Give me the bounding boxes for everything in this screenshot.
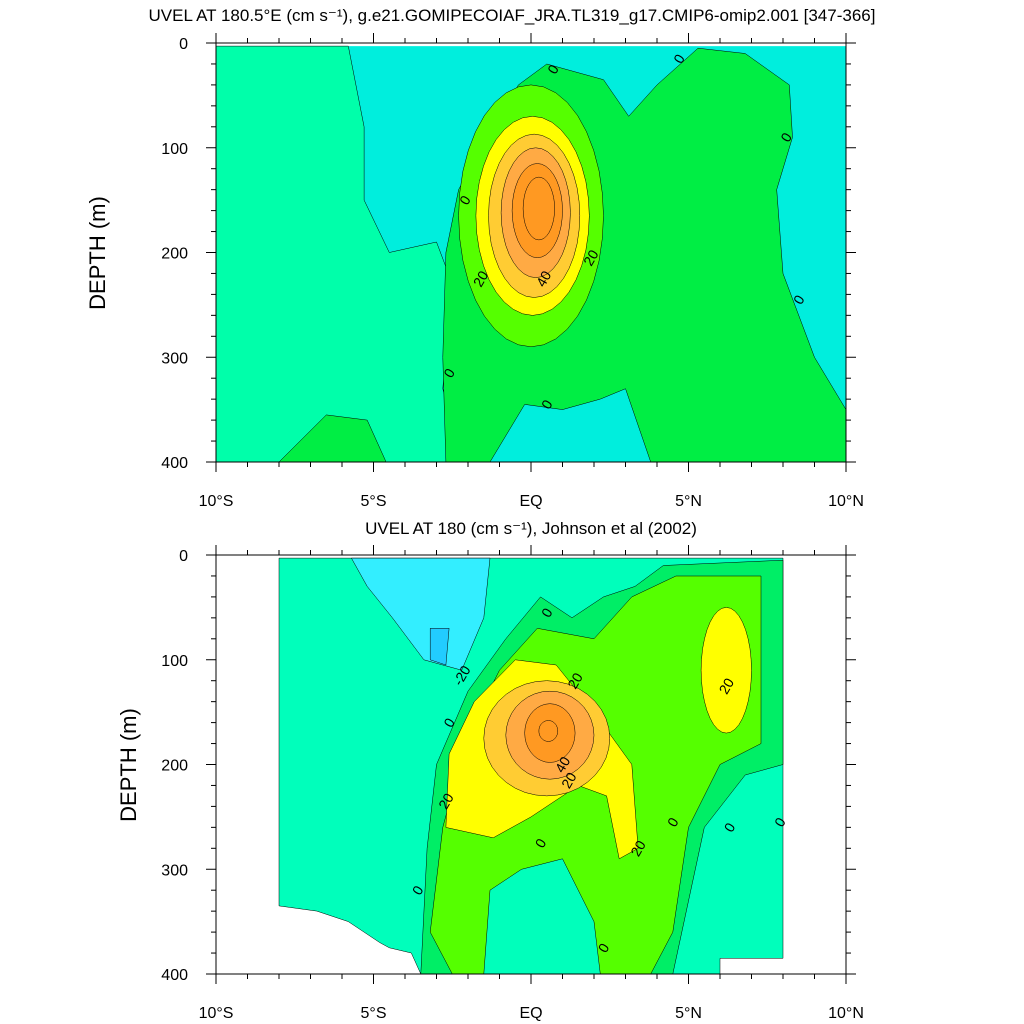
model-x-tick-label: 5°S [361,493,387,510]
model-y-tick-label: 0 [179,36,188,53]
obs-y-tick-label: 100 [161,653,188,670]
obs-y-tick-label: 400 [161,967,188,984]
obs-field-negative [350,557,491,671]
obs-contour-label: 20 [564,670,586,692]
obs-x-tick-label: 5°S [361,1005,387,1022]
obs-contour-label: 40 [552,754,574,776]
obs-y-tick-label: 300 [161,862,188,879]
obs-x-tick-label: 5°N [675,1005,702,1022]
model-y-axis-label: DEPTH (m) [85,196,110,310]
obs-contour-20-north [700,607,752,734]
obs-contour-label: 20 [435,790,457,812]
obs-contour-core [538,720,559,742]
observation-y-axis-label: DEPTH (m) [116,708,141,822]
observation-chart-title: UVEL AT 180 (cm s⁻¹), Johnson et al (200… [365,519,697,538]
obs-contour-label: 20 [715,675,737,697]
model-x-tick-label: 10°S [199,493,234,510]
model-y-tick-label: 200 [161,246,188,263]
obs-x-tick-label: 10°N [828,1005,864,1022]
obs-contour-label: 20 [627,837,649,859]
obs-x-tick-label: 10°S [199,1005,234,1022]
model-y-tick-label: 400 [161,455,188,472]
model-contour-label: 40 [533,268,555,290]
obs-x-tick-label: EQ [519,1005,542,1022]
model-panel: 0 0 0 0 20 20 40 0 0 0 10°S 5°S EQ 5°N 10°N 0 100 200 300 4… [85,6,876,510]
obs-contour-label: 20 [558,769,580,791]
obs-field-negative-core [429,628,450,666]
model-x-tick-label: 10°N [828,493,864,510]
model-y-tick-label: 300 [161,350,188,367]
model-x-tick-label: EQ [519,493,542,510]
obs-y-tick-label: 0 [179,548,188,565]
model-chart-title: UVEL AT 180.5°E (cm s⁻¹), g.e21.GOMIPECO… [148,6,876,25]
observation-panel: 0 -20 20 20 0 40 20 20 0 0 0 20 0 0 0 10°S 5°S EQ 5°N 10°N 0… [0,512,1024,1024]
model-contour-core [522,176,555,241]
model-y-tick-label: 100 [161,141,188,158]
model-contour-label: 20 [580,247,602,269]
obs-y-tick-label: 200 [161,758,188,775]
model-x-tick-label: 5°N [675,493,702,510]
model-contour-label: 20 [470,268,492,290]
